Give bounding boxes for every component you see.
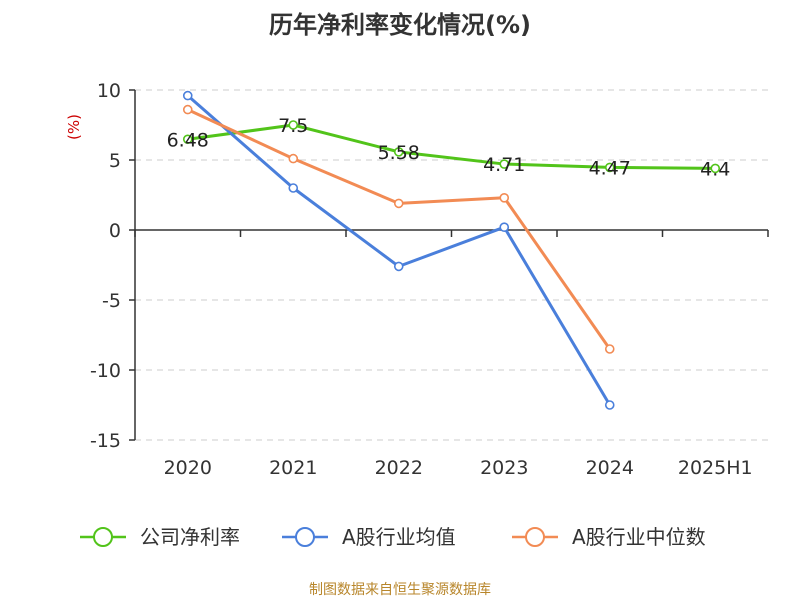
data-label: 5.58 — [378, 142, 420, 164]
x-tick-label: 2021 — [269, 457, 317, 479]
data-point — [710, 163, 721, 174]
data-point — [288, 153, 299, 164]
y-tick-label: 0 — [109, 220, 121, 242]
data-labels: 6.48 7.5 5.58 4.71 4.47 4.4 — [167, 115, 731, 180]
data-label: 4.4 — [700, 158, 730, 180]
data-point — [182, 134, 193, 145]
data-label: 4.71 — [483, 154, 525, 176]
series-line-1 — [186, 123, 717, 170]
data-point — [393, 198, 404, 209]
y-axis-label: (%) — [65, 114, 83, 140]
legend-marker — [295, 527, 315, 547]
data-label: 6.48 — [167, 129, 209, 151]
legend-label: 公司净利率 — [140, 525, 240, 549]
legend-label: A股行业中位数 — [572, 525, 706, 549]
data-point — [393, 147, 404, 157]
legend-marker — [93, 527, 113, 547]
legend-item: A股行业均值 — [282, 525, 456, 549]
data-point — [499, 159, 510, 169]
legend-marker — [525, 527, 545, 547]
x-tick-label: 2023 — [480, 457, 528, 479]
x-tick-label: 2025H1 — [678, 457, 753, 479]
source-note: 制图数据来自恒生聚源数据库 — [309, 582, 491, 598]
legend-label: A股行业均值 — [342, 525, 456, 549]
data-point — [604, 162, 615, 173]
chart-title: 历年净利率变化情况(%) — [269, 11, 531, 39]
legend-item: A股行业中位数 — [512, 525, 706, 549]
y-tick-label: -15 — [90, 430, 121, 452]
data-point — [499, 193, 510, 203]
data-label: 7.5 — [278, 115, 308, 137]
x-tick-label: 2022 — [375, 457, 423, 479]
y-tick-label: 5 — [109, 150, 121, 172]
y-tick-label: -10 — [90, 360, 121, 382]
data-point — [604, 400, 615, 410]
data-point — [393, 261, 404, 272]
legend-item: 公司净利率 — [80, 525, 240, 549]
x-tick-label: 2024 — [586, 457, 634, 479]
data-point — [182, 90, 193, 101]
data-point — [288, 183, 299, 193]
x-tick-label: 2020 — [164, 457, 212, 479]
y-tick-label: -5 — [102, 290, 121, 312]
data-point — [499, 222, 510, 232]
data-point — [288, 120, 299, 130]
gridlines — [135, 89, 768, 441]
data-label: 4.47 — [589, 157, 631, 179]
data-point — [182, 104, 193, 115]
data-point — [604, 344, 615, 354]
series-lines — [182, 90, 721, 410]
y-tick-label: 10 — [97, 80, 121, 102]
axes: 10 5 0 -5 -10 -15 2020 2021 2022 2023 2024 2025H1 — [90, 80, 769, 479]
legend: 公司净利率 A股行业均值 A股行业中位数 — [80, 525, 706, 549]
